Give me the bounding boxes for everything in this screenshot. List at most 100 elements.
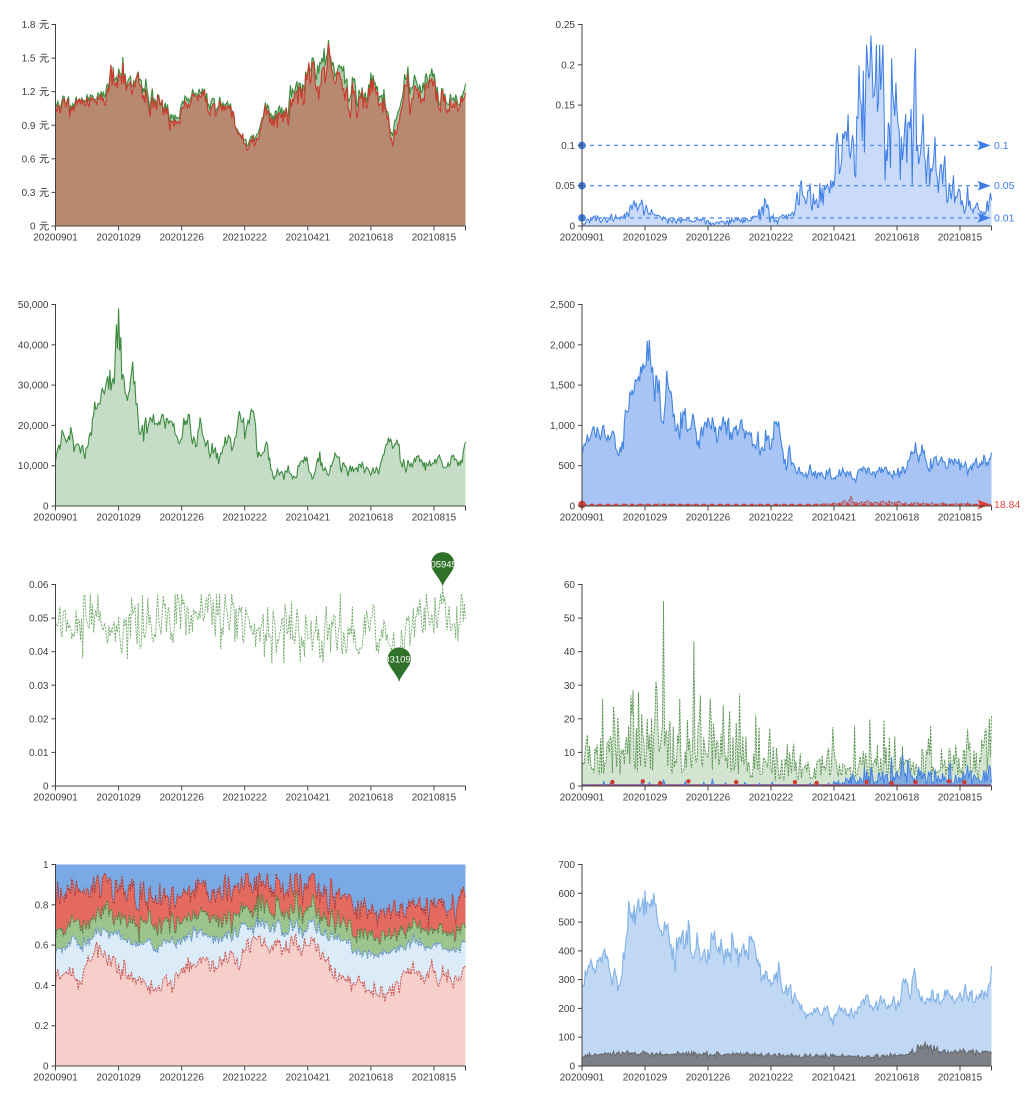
svg-text:20201226: 20201226: [686, 233, 731, 244]
svg-text:0.25: 0.25: [556, 20, 576, 31]
svg-text:20,000: 20,000: [18, 421, 49, 432]
svg-text:100: 100: [558, 1033, 575, 1044]
svg-text:0.6: 0.6: [22, 154, 36, 165]
svg-text:20210618: 20210618: [349, 1073, 394, 1084]
svg-text:20200901: 20200901: [33, 793, 78, 804]
svg-text:1,500: 1,500: [550, 381, 575, 392]
svg-text:0.05: 0.05: [994, 180, 1015, 192]
svg-text:20200901: 20200901: [33, 1073, 78, 1084]
svg-text:20210815: 20210815: [412, 233, 457, 244]
svg-text:20201226: 20201226: [159, 233, 204, 244]
svg-text:0: 0: [43, 502, 49, 513]
svg-text:20210815: 20210815: [412, 1073, 457, 1084]
svg-text:50: 50: [564, 614, 576, 625]
svg-text:20210222: 20210222: [749, 793, 794, 804]
svg-text:0.2: 0.2: [35, 1021, 49, 1032]
svg-text:1.2: 1.2: [22, 87, 36, 98]
svg-text:20201029: 20201029: [623, 793, 668, 804]
svg-text:0: 0: [569, 782, 575, 793]
svg-text:0.05945: 0.05945: [423, 559, 457, 570]
svg-text:20200901: 20200901: [560, 1073, 605, 1084]
svg-text:0: 0: [569, 222, 575, 233]
svg-text:20210421: 20210421: [812, 793, 857, 804]
svg-text:20201029: 20201029: [96, 793, 141, 804]
svg-text:20210618: 20210618: [349, 233, 394, 244]
svg-text:20210222: 20210222: [749, 233, 794, 244]
svg-text:20210222: 20210222: [222, 793, 267, 804]
svg-text:18.84: 18.84: [994, 499, 1020, 511]
svg-text:20201226: 20201226: [159, 793, 204, 804]
svg-text:60: 60: [564, 580, 576, 591]
svg-text:20201029: 20201029: [96, 1073, 141, 1084]
svg-text:20210618: 20210618: [349, 793, 394, 804]
svg-text:20210618: 20210618: [349, 513, 394, 524]
svg-text:20200901: 20200901: [560, 793, 605, 804]
svg-text:500: 500: [558, 918, 575, 929]
svg-text:20210618: 20210618: [875, 233, 920, 244]
svg-text:0.05: 0.05: [29, 614, 49, 625]
svg-text:1.8: 1.8: [22, 20, 36, 31]
svg-text:20201226: 20201226: [159, 1073, 204, 1084]
svg-text:20201226: 20201226: [686, 513, 731, 524]
svg-text:20201226: 20201226: [159, 513, 204, 524]
svg-text:2,000: 2,000: [550, 340, 575, 351]
svg-text:30: 30: [564, 681, 576, 692]
svg-text:0.01: 0.01: [994, 212, 1015, 224]
svg-text:20200901: 20200901: [560, 513, 605, 524]
svg-text:0: 0: [569, 1062, 575, 1073]
svg-text:0: 0: [43, 782, 49, 793]
svg-text:20210815: 20210815: [938, 513, 983, 524]
svg-text:0.3: 0.3: [22, 188, 36, 199]
svg-text:0.4: 0.4: [35, 981, 49, 992]
svg-text:20210815: 20210815: [938, 793, 983, 804]
svg-text:20210421: 20210421: [812, 1073, 857, 1084]
svg-text:0.6: 0.6: [35, 941, 49, 952]
svg-text:400: 400: [558, 946, 575, 957]
svg-text:20201029: 20201029: [623, 513, 668, 524]
svg-text:1.5: 1.5: [22, 54, 36, 65]
svg-text:20210421: 20210421: [286, 1073, 331, 1084]
svg-text:0.031098: 0.031098: [376, 655, 416, 666]
svg-text:20210815: 20210815: [412, 513, 457, 524]
svg-text:20201029: 20201029: [623, 233, 668, 244]
svg-text:20: 20: [564, 714, 576, 725]
svg-text:200: 200: [558, 1004, 575, 1015]
svg-text:20210222: 20210222: [749, 1073, 794, 1084]
svg-text:0: 0: [43, 1062, 49, 1073]
svg-text:0.8: 0.8: [35, 900, 49, 911]
svg-text:0.04: 0.04: [29, 647, 49, 658]
svg-text:0.1: 0.1: [561, 141, 575, 152]
svg-text:2,500: 2,500: [550, 300, 575, 311]
svg-text:20201029: 20201029: [96, 513, 141, 524]
svg-text:20201029: 20201029: [96, 233, 141, 244]
svg-text:40: 40: [564, 647, 576, 658]
svg-text:1,000: 1,000: [550, 421, 575, 432]
svg-text:0.05: 0.05: [556, 181, 576, 192]
svg-text:20201226: 20201226: [686, 793, 731, 804]
svg-text:20210222: 20210222: [222, 1073, 267, 1084]
svg-text:0: 0: [569, 502, 575, 513]
svg-text:20201029: 20201029: [623, 1073, 668, 1084]
svg-text:0.1: 0.1: [994, 140, 1009, 152]
svg-text:0.2: 0.2: [561, 60, 575, 71]
svg-text:20210815: 20210815: [938, 233, 983, 244]
svg-text:20210421: 20210421: [286, 513, 331, 524]
svg-text:0.06: 0.06: [29, 580, 49, 591]
svg-text:20210618: 20210618: [875, 793, 920, 804]
svg-text:30,000: 30,000: [18, 381, 49, 392]
svg-text:50,000: 50,000: [18, 300, 49, 311]
svg-text:20210421: 20210421: [286, 793, 331, 804]
svg-text:20210222: 20210222: [222, 513, 267, 524]
svg-text:300: 300: [558, 975, 575, 986]
svg-text:0: 0: [30, 222, 36, 233]
svg-text:20201226: 20201226: [686, 1073, 731, 1084]
svg-text:20200901: 20200901: [33, 513, 78, 524]
svg-text:0.03: 0.03: [29, 681, 49, 692]
svg-text:20210421: 20210421: [812, 233, 857, 244]
svg-text:20200901: 20200901: [560, 233, 605, 244]
svg-text:20210222: 20210222: [749, 513, 794, 524]
svg-text:20210618: 20210618: [875, 513, 920, 524]
svg-text:700: 700: [558, 860, 575, 871]
svg-text:20210815: 20210815: [412, 793, 457, 804]
svg-text:1: 1: [43, 860, 49, 871]
